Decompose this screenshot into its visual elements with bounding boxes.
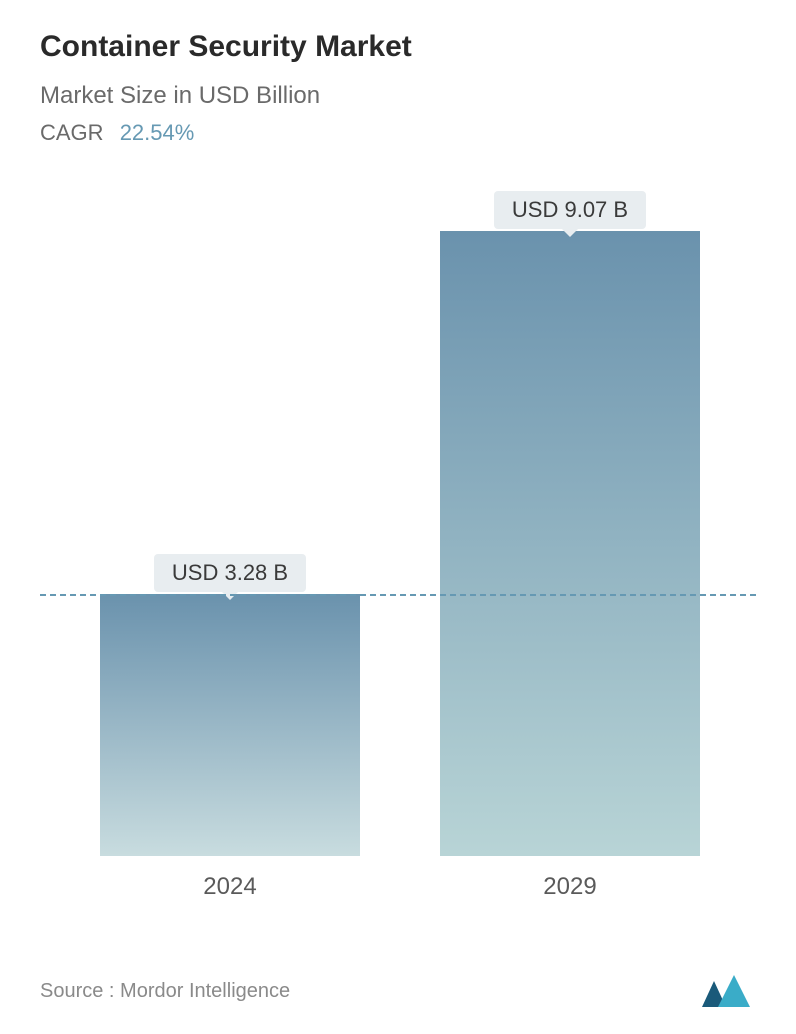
x-axis-label-0: 2024 bbox=[100, 873, 360, 901]
reference-line bbox=[40, 594, 756, 596]
bar-container-1: USD 9.07 B bbox=[440, 191, 700, 856]
cagr-row: CAGR 22.54% bbox=[40, 120, 756, 146]
source-text: Source : Mordor Intelligence bbox=[40, 980, 290, 1003]
chart-area: USD 3.28 B USD 9.07 B 2024 2029 bbox=[40, 186, 756, 906]
bar-container-0: USD 3.28 B bbox=[100, 554, 360, 856]
bar-0 bbox=[100, 594, 360, 856]
footer: Source : Mordor Intelligence bbox=[40, 973, 756, 1009]
chart-title: Container Security Market bbox=[40, 30, 756, 64]
chart-subtitle: Market Size in USD Billion bbox=[40, 82, 756, 110]
cagr-label: CAGR bbox=[40, 120, 104, 145]
x-axis-label-1: 2029 bbox=[440, 873, 700, 901]
logo-icon bbox=[700, 973, 756, 1009]
bar-value-label-1: USD 9.07 B bbox=[494, 191, 646, 229]
bar-1 bbox=[440, 231, 700, 856]
bar-value-label-0: USD 3.28 B bbox=[154, 554, 306, 592]
cagr-value: 22.54% bbox=[120, 120, 195, 145]
